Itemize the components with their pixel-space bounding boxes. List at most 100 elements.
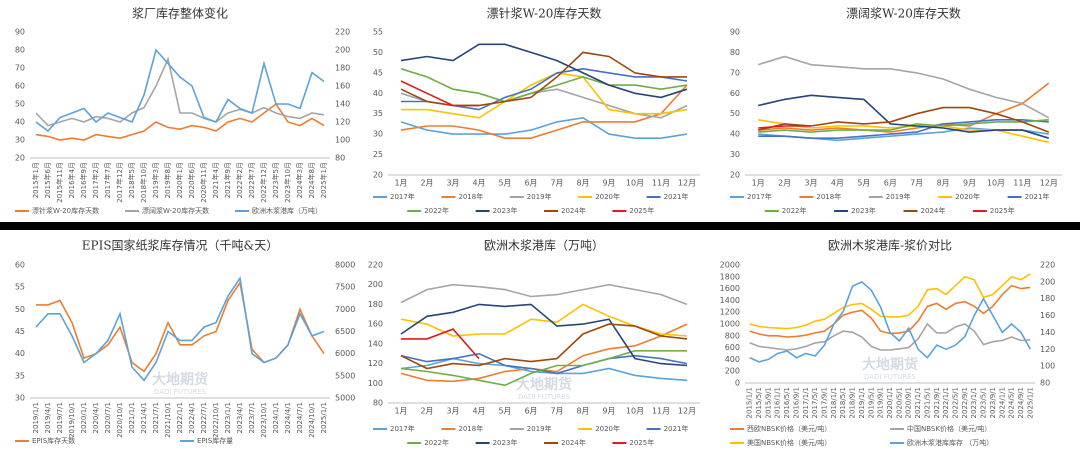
y-tick-label: 800 (725, 331, 740, 340)
chart-title: 漂针浆W-20库存天数 (487, 6, 602, 21)
legend-label: 2025年 (990, 206, 1015, 215)
x-tick-label: 2019年8月 (163, 162, 172, 198)
x-tick-label: 1月 (394, 407, 407, 416)
x-tick-label: 2015年6月 (43, 162, 52, 198)
x-tick-label: 2024/9/1 (1017, 387, 1025, 418)
x-tick-label: 2024/4/1 (284, 402, 292, 433)
legend-label: 2020年 (595, 424, 620, 433)
x-tick-label: 3月 (804, 179, 817, 188)
y-tick-label: 70 (15, 64, 25, 73)
legend-label: 欧洲木浆港库库存 （万吨） (907, 438, 993, 447)
legend-label: 2021年 (1025, 192, 1050, 201)
legend-label: 2024年 (921, 206, 946, 215)
x-tick-label: 2022年2月 (235, 162, 244, 198)
x-tick-label: 2022/5/1 (951, 387, 959, 418)
x-tick-label: 7月 (550, 407, 563, 416)
series-line (35, 276, 325, 382)
y-tick-label: 1800 (720, 272, 740, 281)
x-tick-label: 3月 (446, 407, 459, 416)
series-line (758, 119, 1049, 133)
y-tick-label: 70 (730, 68, 740, 77)
y2-tick-label: 7500 (335, 283, 355, 292)
y-tick-label: 30 (373, 130, 383, 139)
y-tick-label: 20 (730, 171, 740, 180)
x-tick-label: 2018/9/1 (849, 387, 857, 418)
legend-label: 2019年 (527, 424, 552, 433)
x-tick-label: 2022/10/1 (212, 402, 220, 438)
x-tick-label: 3月 (446, 179, 459, 188)
series-line (401, 72, 688, 119)
x-tick-label: 2020年11月 (199, 162, 208, 203)
x-tick-label: 2021/4/1 (140, 402, 148, 433)
y-tick-label: 400 (725, 355, 740, 364)
x-tick-label: 2月 (778, 179, 791, 188)
series-line (400, 352, 688, 375)
y-tick-label: 25 (373, 150, 383, 159)
x-tick-label: 2017/5/1 (811, 387, 819, 418)
y2-tick-label: 160 (1040, 311, 1055, 320)
y-tick-label: 200 (368, 280, 383, 289)
x-tick-label: 1月 (752, 179, 765, 188)
legend-label: 2021年 (664, 424, 689, 433)
chart-title: 浆厂库存整体变化 (132, 6, 228, 21)
y-tick-label: 60 (15, 261, 25, 270)
x-tick-label: 2020/9/1 (905, 387, 913, 418)
x-tick-label: 2018/1/1 (830, 387, 838, 418)
x-tick-label: 2016年9月 (79, 162, 88, 198)
y2-tick-label: 6500 (335, 327, 355, 336)
x-tick-label: 2024年3月 (295, 162, 304, 198)
x-tick-label: 2020年6月 (187, 162, 196, 198)
x-tick-label: 2018年5月 (127, 162, 136, 198)
legend-label: EPIS库存量 (197, 436, 233, 445)
x-tick-label: 2020/5/1 (895, 387, 903, 418)
series-line (758, 82, 1050, 133)
legend-label: 2017年 (747, 192, 772, 201)
y2-tick-label: 80 (1040, 379, 1050, 388)
x-tick-label: 12月 (678, 407, 696, 416)
y-tick-label: 55 (373, 28, 383, 37)
y2-tick-label: 100 (335, 136, 350, 145)
x-tick-label: 4月 (831, 179, 844, 188)
y-tick-label: 40 (373, 89, 383, 98)
y-tick-label: 90 (15, 28, 25, 37)
y-tick-label: 80 (373, 399, 383, 408)
y-tick-label: 50 (373, 48, 383, 57)
x-tick-label: 2022年7月 (247, 162, 256, 198)
legend-label: 2017年 (390, 192, 415, 201)
x-tick-label: 2025/1/1 (320, 402, 328, 433)
y-tick-label: 50 (730, 109, 740, 118)
y-tick-label: 45 (373, 68, 383, 77)
x-tick-label: 2023/5/1 (980, 387, 988, 418)
legend-label: 2024年 (561, 438, 586, 447)
x-tick-label: 1月 (394, 179, 407, 188)
series-line (758, 94, 1050, 139)
x-tick-label: 2016/5/1 (783, 387, 791, 418)
y2-tick-label: 140 (1040, 328, 1055, 337)
x-tick-label: 2015年1月 (31, 162, 40, 198)
x-tick-label: 2023/9/1 (989, 387, 997, 418)
x-tick-label: 2022/1/1 (942, 387, 950, 418)
y2-tick-label: 160 (335, 82, 350, 91)
y2-tick-label: 6000 (335, 349, 355, 358)
x-tick-label: 2017/1/1 (802, 387, 810, 418)
y2-tick-label: 100 (1040, 362, 1055, 371)
y2-tick-label: 80 (335, 154, 345, 163)
y-tick-label: 30 (730, 150, 740, 159)
y2-tick-label: 200 (1040, 277, 1055, 286)
series-line (757, 55, 1050, 119)
chart-title: 漂阔浆W-20库存天数 (846, 6, 961, 21)
series-line (35, 48, 325, 133)
legend-label: 2018年 (458, 424, 483, 433)
x-tick-label: 2021/10/1 (164, 402, 172, 438)
x-tick-label: 2023/1/1 (970, 387, 978, 418)
x-tick-label: 2024/7/1 (296, 402, 304, 433)
x-tick-label: 2015/5/1 (755, 387, 763, 418)
legend-label: 2019年 (886, 192, 911, 201)
x-tick-label: 2019/7/1 (56, 402, 64, 433)
y-tick-label: 160 (368, 320, 383, 329)
x-tick-label: 8月 (576, 407, 589, 416)
y-tick-label: 120 (368, 359, 383, 368)
series-line (400, 80, 479, 107)
y-tick-label: 100 (368, 379, 383, 388)
y-tick-label: 140 (368, 339, 383, 348)
